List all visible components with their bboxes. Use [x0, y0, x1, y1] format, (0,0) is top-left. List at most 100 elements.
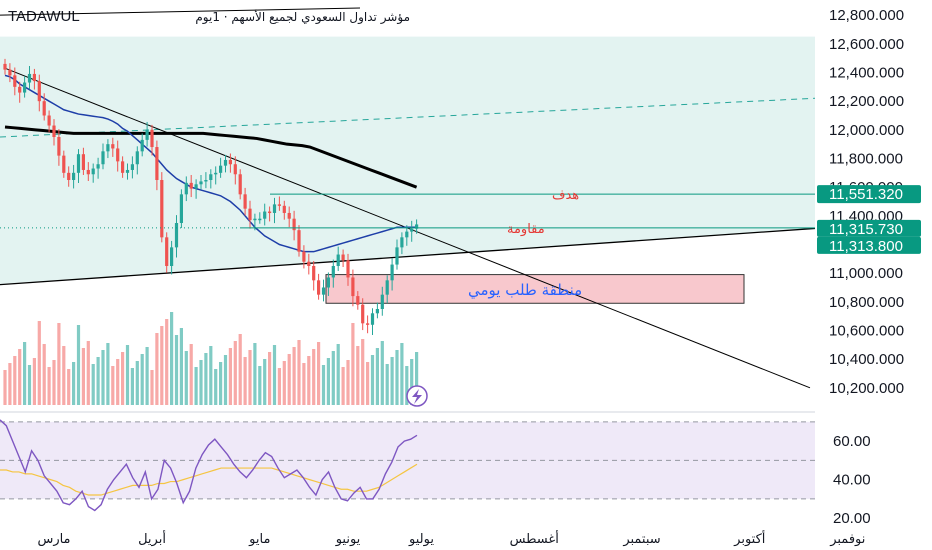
volume-bar: [331, 351, 335, 405]
volume-bar: [351, 323, 355, 405]
candle-body: [3, 63, 7, 70]
price-tick-label: 10,600.000: [829, 323, 904, 340]
candle-body: [165, 237, 169, 266]
dashed-upper-trend: [0, 97, 816, 138]
candle-body: [385, 280, 389, 295]
time-tick-label: سبتمبر: [622, 532, 660, 547]
time-tick-label: أكتوبر: [733, 530, 765, 547]
rsi-line: [0, 419, 418, 512]
volume-bar: [3, 370, 7, 405]
volume-bar: [145, 347, 149, 405]
volume-bar: [400, 343, 404, 405]
volume-bar: [91, 364, 95, 405]
volume-bar: [395, 350, 399, 405]
candle-body: [248, 208, 252, 221]
volume-bar: [272, 345, 277, 405]
candle-body: [415, 224, 419, 229]
volume-bar: [160, 326, 164, 405]
candle-body: [410, 228, 414, 232]
volume-bar: [8, 363, 12, 405]
demand-zone-annotation: منطقة طلب يومي: [468, 281, 582, 300]
price-tick-label: 10,800.000: [829, 294, 904, 311]
volume-bar: [57, 323, 61, 405]
volume-bar: [356, 346, 360, 405]
time-tick-label: أبريل: [138, 530, 166, 547]
candle-body: [150, 129, 154, 148]
volume-bar: [209, 346, 213, 405]
candle-body: [321, 287, 326, 295]
volume-bar: [317, 342, 321, 405]
time-tick-label: يونيو: [335, 532, 361, 547]
price-tick-label: 11,800.000: [829, 151, 903, 168]
volume-bar: [32, 358, 36, 405]
volume-bar: [150, 370, 154, 405]
volume-bar: [238, 334, 242, 405]
price-tick-label: 10,400.000: [829, 351, 904, 368]
volume-bar: [405, 366, 409, 405]
volume-bar: [228, 348, 232, 405]
volume-bar: [248, 350, 252, 405]
price-tick-label: 12,400.000: [829, 65, 904, 82]
volume-bar: [165, 319, 169, 405]
candle-body: [52, 125, 56, 137]
volume-bar: [415, 352, 419, 405]
volume-bar: [199, 360, 203, 405]
volume-bar: [116, 359, 120, 405]
volume-bar: [13, 356, 17, 405]
volume-bar: [268, 352, 272, 405]
volume-bar: [101, 350, 105, 405]
volume-bar: [155, 333, 159, 405]
candle-body: [375, 309, 379, 314]
candle-body: [76, 154, 81, 173]
candle-body: [268, 211, 272, 214]
symbol-title: مؤشر تداول السعودي لجميع الأسهم · 1يوم: [195, 10, 410, 24]
target-price-badge-bg: [817, 185, 921, 204]
volume-bar: [81, 348, 85, 405]
rsi-tick-label: 40.00: [833, 472, 871, 489]
target-annotation: هدف: [552, 188, 579, 203]
ma-short-line: [4, 74, 417, 253]
volume-bar: [385, 364, 389, 405]
candle-body: [356, 296, 360, 305]
volume-bar: [223, 355, 228, 405]
candle-body: [233, 164, 237, 175]
candle-body: [145, 129, 149, 140]
volume-bar: [277, 368, 281, 405]
price-tick-label: 12,600.000: [829, 36, 904, 53]
candle-body: [370, 313, 375, 325]
candle-body: [307, 261, 311, 266]
volume-bar: [140, 354, 144, 405]
volume-bar: [282, 361, 286, 405]
channel-fill: [0, 36, 815, 284]
candle-body: [312, 266, 316, 281]
candle-body: [57, 137, 61, 156]
candle-body: [253, 218, 257, 221]
volume-bar: [170, 312, 174, 405]
candle-body: [380, 294, 384, 309]
volume-bar: [62, 346, 66, 405]
time-tick-label: نوفمبر: [829, 532, 865, 547]
volume-bar: [243, 357, 247, 405]
candle-body: [219, 165, 223, 173]
candle-body: [341, 254, 345, 261]
candle-body: [317, 280, 321, 295]
volume-bar: [302, 363, 306, 405]
candle-body: [67, 172, 71, 180]
candle-body: [18, 86, 22, 93]
candle-body: [160, 180, 164, 238]
candle-body: [174, 223, 179, 248]
target-price-badge: 11,551.320: [829, 186, 903, 203]
rsi-tick-label: 60.00: [833, 433, 871, 450]
candle-body: [228, 159, 232, 165]
candle-body: [62, 155, 66, 173]
candle-body: [81, 154, 85, 170]
volume-bar: [23, 342, 27, 405]
candle-body: [361, 304, 365, 324]
resistance-annotation: مقاومة: [507, 222, 545, 237]
volume-bar: [219, 362, 223, 405]
candle-body: [331, 266, 335, 278]
volume-bar: [370, 355, 375, 405]
candle-body: [155, 147, 159, 180]
candle-body: [258, 218, 262, 221]
